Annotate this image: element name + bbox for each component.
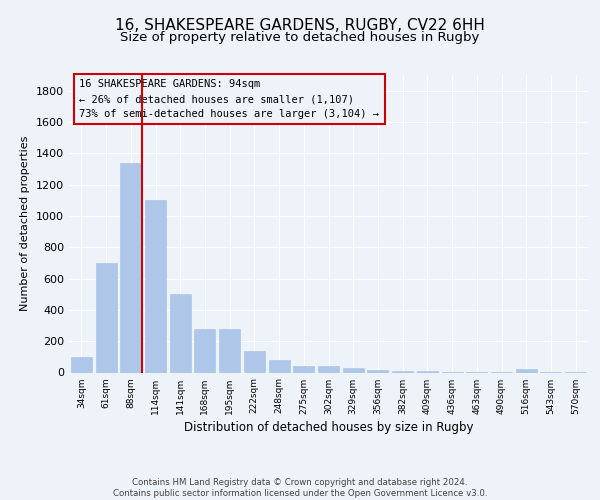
Bar [145, 200, 166, 372]
Bar [244, 350, 265, 372]
Bar [318, 366, 339, 372]
Text: Contains HM Land Registry data © Crown copyright and database right 2024.
Contai: Contains HM Land Registry data © Crown c… [113, 478, 487, 498]
Bar [95, 263, 116, 372]
Text: 16 SHAKESPEARE GARDENS: 94sqm
← 26% of detached houses are smaller (1,107)
73% o: 16 SHAKESPEARE GARDENS: 94sqm ← 26% of d… [79, 80, 379, 119]
Bar [417, 371, 438, 372]
Bar [343, 368, 364, 372]
Text: 16, SHAKESPEARE GARDENS, RUGBY, CV22 6HH: 16, SHAKESPEARE GARDENS, RUGBY, CV22 6HH [115, 18, 485, 32]
Y-axis label: Number of detached properties: Number of detached properties [20, 136, 31, 312]
X-axis label: Distribution of detached houses by size in Rugby: Distribution of detached houses by size … [184, 420, 473, 434]
Bar [170, 294, 191, 372]
Bar [392, 371, 413, 372]
Text: Size of property relative to detached houses in Rugby: Size of property relative to detached ho… [121, 31, 479, 44]
Bar [120, 162, 141, 372]
Bar [71, 357, 92, 372]
Bar [293, 366, 314, 372]
Bar [516, 370, 537, 372]
Bar [367, 370, 388, 372]
Bar [194, 330, 215, 372]
Bar [219, 330, 240, 372]
Bar [269, 360, 290, 372]
